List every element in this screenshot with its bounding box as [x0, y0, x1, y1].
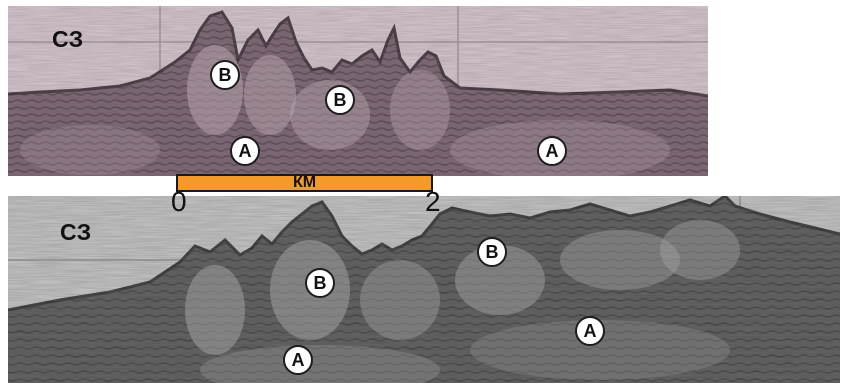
- bottom-marker-b-1: B: [477, 237, 507, 267]
- top-seismic-panel: [8, 6, 708, 176]
- top-marker-b-2: B: [325, 85, 355, 115]
- scale-unit-label: КМ: [292, 174, 317, 191]
- top-panel-label: СЗ: [52, 26, 84, 52]
- top-marker-a-1: A: [230, 136, 260, 166]
- scale-end-label: 2: [425, 186, 441, 217]
- top-marker-a-2: A: [537, 136, 567, 166]
- scale-bar: КМ: [176, 174, 433, 192]
- bottom-marker-b-2: B: [305, 268, 335, 298]
- bottom-seismic-panel: [8, 196, 840, 383]
- top-marker-b-1: B: [210, 60, 240, 90]
- bottom-marker-a-2: A: [283, 345, 313, 375]
- scale-start-label: 0: [171, 186, 187, 217]
- bottom-panel-label: СЗ: [60, 219, 92, 245]
- bottom-marker-a-1: A: [575, 316, 605, 346]
